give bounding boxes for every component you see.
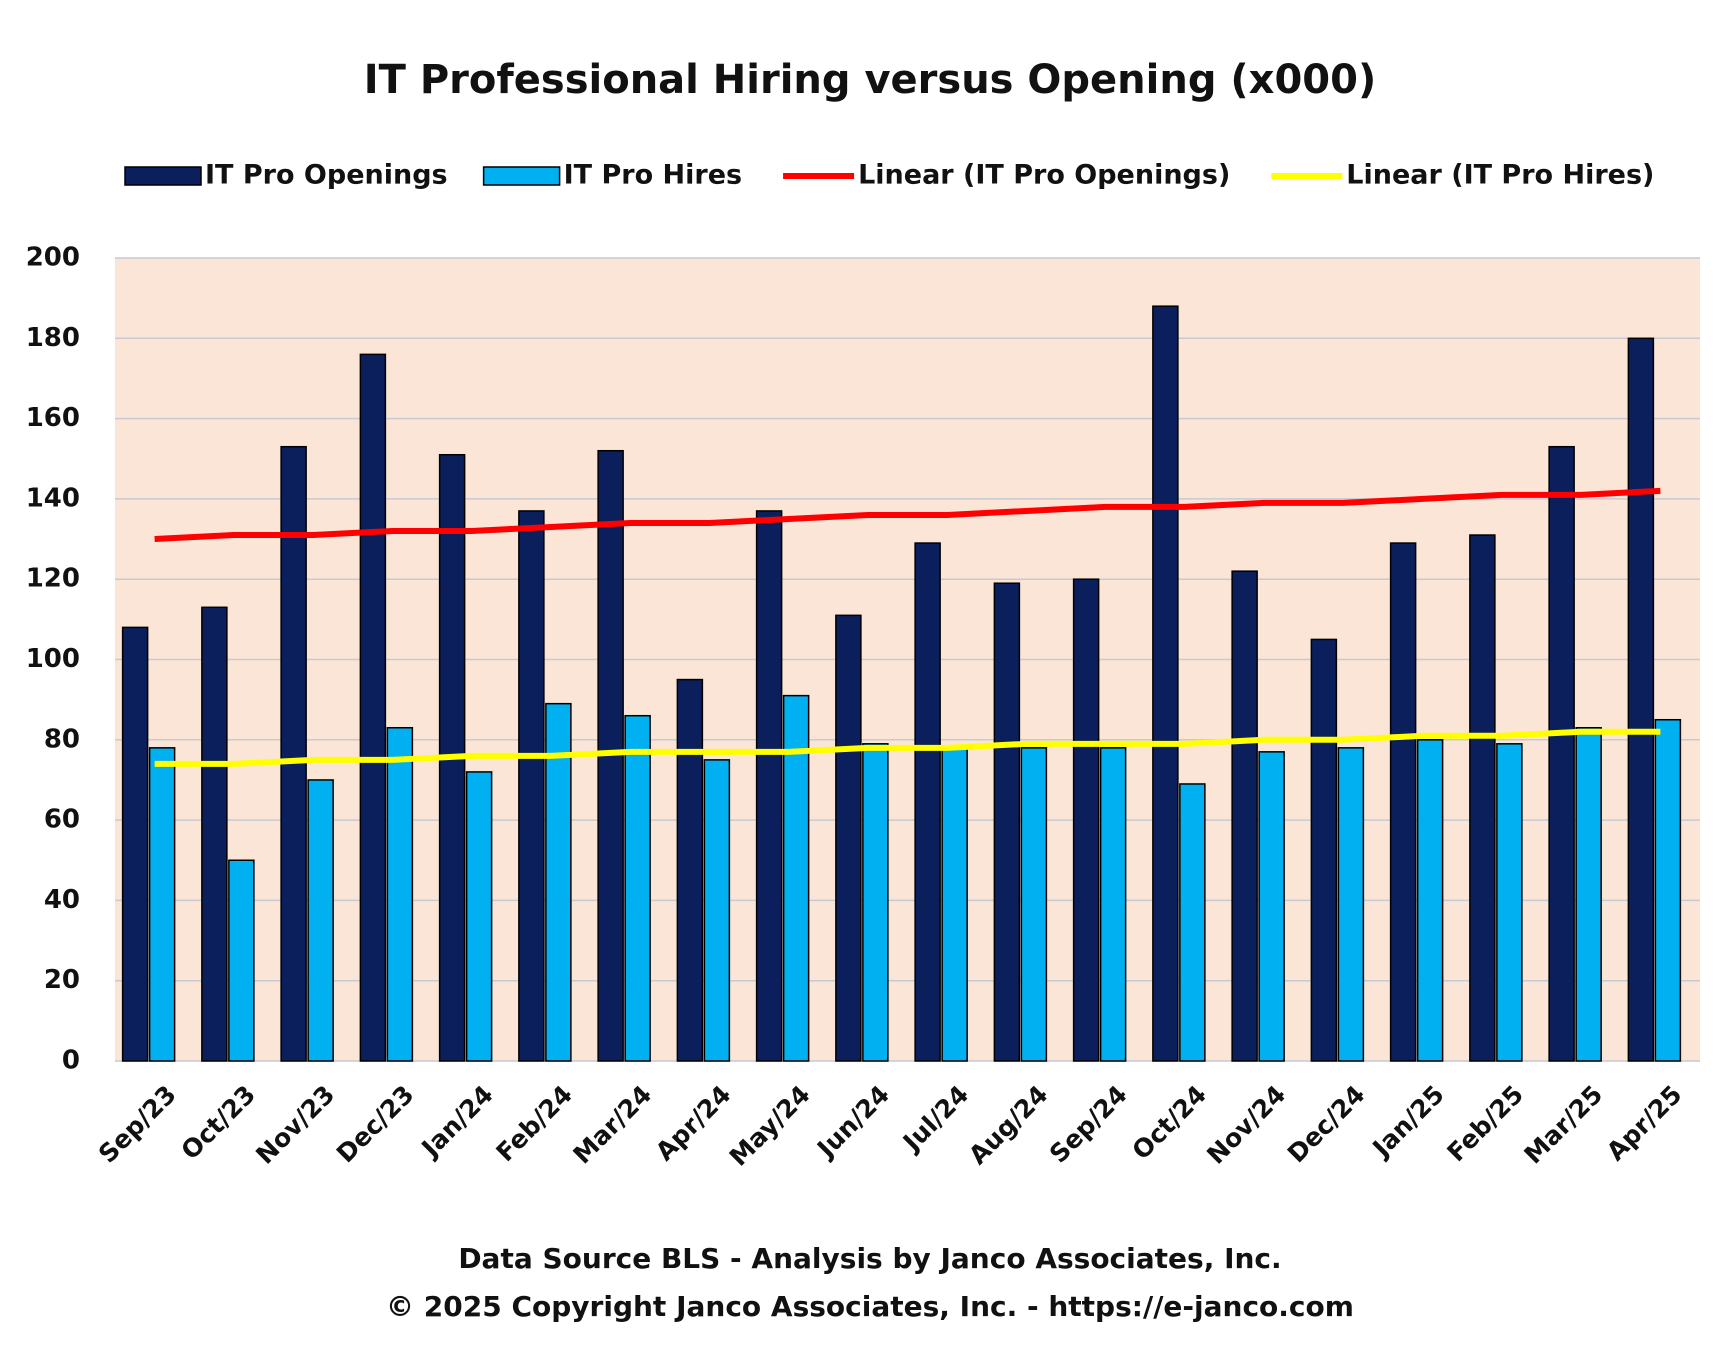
x-tick-label: Jan/24 (415, 1080, 499, 1164)
bar (386, 727, 414, 1062)
bar (148, 747, 176, 1062)
y-tick-label: 200 (26, 243, 80, 273)
trend-line (154, 728, 1661, 767)
x-tick-label: Mar/24 (568, 1080, 658, 1170)
bar (228, 859, 255, 1062)
bar (465, 771, 493, 1062)
bar (1389, 542, 1417, 1062)
bar (1416, 739, 1444, 1062)
bar (1469, 534, 1496, 1062)
y-tick-label: 60 (44, 805, 80, 835)
bar (676, 678, 704, 1062)
y-tick-label: 100 (26, 644, 80, 674)
x-tick-label: Feb/24 (490, 1080, 578, 1168)
y-tick-label: 40 (44, 885, 80, 915)
y-tick-label: 80 (44, 724, 80, 754)
legend-label: IT Pro Hires (564, 160, 742, 191)
trend-line (154, 487, 1661, 543)
y-tick-label: 120 (26, 564, 80, 594)
x-tick-label: Dec/24 (1282, 1080, 1371, 1169)
y-tick-label: 0 (62, 1046, 80, 1076)
bar (545, 702, 572, 1062)
bar (201, 606, 228, 1062)
bar (755, 510, 783, 1062)
x-tick-label: Oct/23 (176, 1080, 262, 1166)
legend-label: Linear (IT Pro Hires) (1346, 160, 1654, 191)
bar (359, 353, 387, 1062)
x-tick-label: Dec/23 (331, 1080, 420, 1169)
x-tick-label: Nov/24 (1201, 1080, 1291, 1170)
x-tick-label: May/24 (724, 1080, 816, 1172)
y-tick-label: 140 (26, 483, 80, 513)
bar (1548, 445, 1575, 1062)
x-tick-label: Apr/24 (650, 1080, 737, 1167)
legend-swatch (482, 166, 561, 186)
bar (782, 694, 810, 1062)
x-tick-label: Aug/24 (963, 1080, 1053, 1170)
x-tick-label: Sep/23 (93, 1080, 182, 1169)
legend-swatch (124, 166, 202, 186)
bar (941, 747, 968, 1062)
x-tick-label: Jul/24 (896, 1080, 974, 1158)
bar (1152, 305, 1179, 1062)
bar (993, 582, 1021, 1062)
bar (1258, 751, 1285, 1062)
bar (835, 614, 862, 1062)
x-tick-label: Apr/25 (1601, 1080, 1688, 1167)
x-tick-label: Nov/23 (250, 1080, 340, 1170)
bar (518, 510, 545, 1062)
bar (1231, 570, 1258, 1062)
bar (1627, 337, 1655, 1062)
bar (121, 626, 149, 1062)
bar (1020, 747, 1048, 1062)
x-tick-label: Feb/25 (1441, 1080, 1529, 1168)
y-tick-label: 180 (26, 323, 80, 353)
bar (1337, 747, 1365, 1062)
bar (1099, 747, 1127, 1062)
bar (1575, 727, 1602, 1062)
bar (624, 714, 651, 1062)
bar (1496, 743, 1523, 1062)
bar (1179, 783, 1206, 1062)
chart-title: IT Professional Hiring versus Opening (x… (364, 57, 1377, 103)
x-tick-label: Oct/24 (1127, 1080, 1213, 1166)
x-tick-label: Sep/24 (1044, 1080, 1133, 1169)
bar (1072, 578, 1100, 1062)
x-tick-label: Jun/24 (810, 1080, 895, 1165)
bar (280, 445, 307, 1062)
footer-line: Data Source BLS - Analysis by Janco Asso… (458, 1242, 1281, 1275)
footer-line: © 2025 Copyright Janco Associates, Inc. … (386, 1290, 1354, 1323)
bar (307, 779, 334, 1062)
y-tick-label: 160 (26, 403, 80, 433)
bar (1654, 718, 1682, 1062)
y-tick-label: 20 (44, 965, 80, 995)
bar (1310, 638, 1338, 1062)
legend-label: Linear (IT Pro Openings) (858, 160, 1230, 191)
x-tick-label: Mar/25 (1519, 1080, 1609, 1170)
x-tick-label: Jan/25 (1366, 1080, 1450, 1164)
bar (703, 759, 731, 1062)
legend-label: IT Pro Openings (205, 160, 448, 191)
bar (862, 743, 889, 1062)
bar (914, 542, 941, 1062)
